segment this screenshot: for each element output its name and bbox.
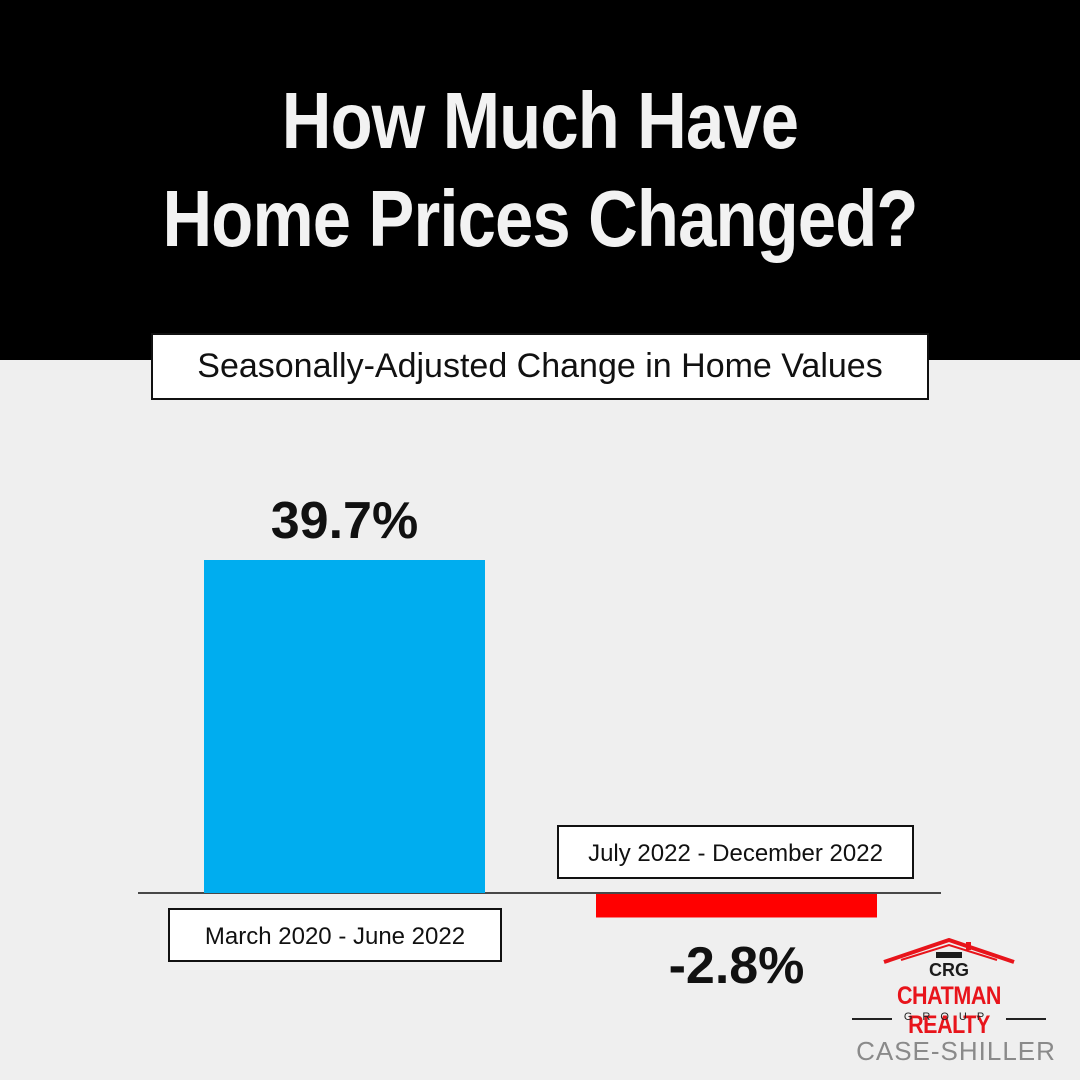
- bar-2: [596, 894, 877, 918]
- logo-divider-left: [852, 1018, 892, 1020]
- bar-1: [204, 560, 485, 893]
- category-label-2: July 2022 - December 2022: [588, 840, 883, 867]
- source-label: CASE-SHILLER: [856, 1036, 1056, 1066]
- title-line-1: How Much Have: [281, 76, 799, 165]
- chart-subtitle: Seasonally-Adjusted Change in Home Value…: [151, 333, 929, 400]
- value-label-1: 39.7%: [271, 492, 418, 550]
- value-label-2: -2.8%: [669, 937, 805, 995]
- house-roof-icon: CRG: [883, 937, 1015, 980]
- category-label-1: March 2020 - June 2022: [205, 923, 465, 950]
- company-logo: CRG CHATMAN REALTY GROUP: [846, 937, 1052, 1039]
- header-band: [0, 0, 1080, 360]
- title-line-2: Home Prices Changed?: [162, 174, 918, 263]
- page-title: How Much Have Home Prices Changed?: [76, 72, 1005, 268]
- logo-tagline: GROUP: [903, 1011, 995, 1023]
- category-label-box-1: [168, 908, 502, 962]
- logo-divider-right: [1006, 1018, 1046, 1020]
- logo-name: CHATMAN REALTY: [896, 982, 1002, 1039]
- category-label-box-2: [557, 825, 914, 879]
- logo-initials: CRG: [929, 960, 969, 980]
